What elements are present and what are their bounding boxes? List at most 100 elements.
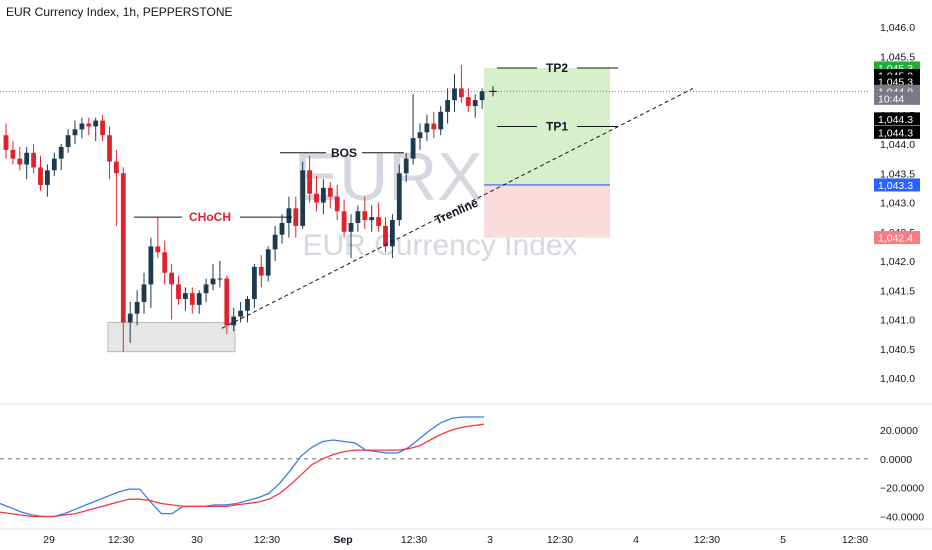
candle[interactable] [238,301,243,323]
candle[interactable] [472,94,478,118]
candle[interactable] [217,261,223,288]
candle[interactable] [127,301,133,343]
candle-body [114,161,119,174]
candle[interactable] [452,73,457,112]
time-tick-label: 12:30 [108,534,134,546]
candle[interactable] [424,114,430,142]
candle-body [224,278,230,326]
candle[interactable] [155,217,161,259]
candle[interactable] [176,275,181,305]
candle[interactable] [445,88,450,124]
time-tick-label: 12:30 [842,534,868,546]
candle[interactable] [376,202,381,232]
candle[interactable] [459,65,464,104]
price-tag: 10:44 [874,91,920,105]
candle[interactable] [355,205,361,232]
candle[interactable] [465,88,471,112]
time-tick-label: 5 [780,534,786,546]
price-tick-label: 1,040.5 [880,344,915,356]
oscillator-pane[interactable]: 20.0000 0.0000 −20.0000 −40.0000 [0,416,924,523]
candle[interactable] [369,205,375,232]
candle[interactable] [321,179,326,215]
candle[interactable] [279,214,285,244]
candle-body [93,120,99,127]
candle[interactable] [31,144,36,174]
candle-body [341,211,347,232]
candle[interactable] [224,275,230,335]
candle[interactable] [79,117,85,139]
candle[interactable] [3,123,9,159]
candle[interactable] [65,129,71,153]
candle[interactable] [383,217,388,253]
candle[interactable] [265,246,271,282]
candle[interactable] [272,225,278,261]
candle-body [334,196,340,212]
price-tag: 1,043.3 [874,178,920,192]
candle[interactable] [10,141,16,165]
candle[interactable] [196,290,202,314]
candle[interactable] [38,155,43,191]
candle-body [189,293,195,305]
candle[interactable] [183,287,188,311]
candle[interactable] [24,146,30,180]
candle[interactable] [348,214,354,259]
candle[interactable] [45,164,50,197]
candle[interactable] [203,278,209,302]
candle[interactable] [148,237,154,308]
candle-body [72,129,78,136]
candle-body [410,138,416,159]
candle[interactable] [314,176,319,212]
candle[interactable] [252,263,257,308]
candle-body [210,278,216,285]
candle[interactable] [307,155,312,203]
candle[interactable] [162,240,168,285]
candle[interactable] [258,255,264,288]
price-tag-label: 10:44 [878,93,904,105]
candle-body [459,88,464,98]
candle-body [169,272,174,285]
time-axis[interactable]: 29 12:30 30 12:30 Sep 12:30 3 12:30 4 12:30 5 12:30 [43,534,868,546]
candle-body [79,123,85,130]
candle[interactable] [141,272,147,314]
candle[interactable] [51,152,57,177]
candle[interactable] [479,88,485,109]
candle-body [376,217,381,226]
candle[interactable] [72,120,78,144]
candle[interactable] [120,167,126,352]
candle-body [355,211,361,223]
candle[interactable] [417,123,423,150]
candle-body [238,310,243,317]
candle[interactable] [58,144,64,171]
candle[interactable] [93,117,99,142]
candle[interactable] [169,263,174,320]
candle[interactable] [293,196,299,238]
oscillator-series-line[interactable] [0,416,484,518]
candle[interactable] [134,290,140,326]
candle[interactable] [245,296,250,323]
candle[interactable] [403,152,409,183]
candle[interactable] [438,105,444,136]
candle[interactable] [231,307,237,332]
candle[interactable] [410,94,416,165]
candle[interactable] [100,114,105,142]
candle[interactable] [327,182,333,209]
candles-layer[interactable] [3,65,485,352]
candle[interactable] [107,126,112,180]
candle[interactable] [362,196,368,229]
candle[interactable] [17,146,23,171]
price-tag: 1,042.4 [874,231,920,245]
candle[interactable] [334,184,340,221]
candle[interactable] [114,149,119,226]
candle[interactable] [341,199,347,238]
candle[interactable] [210,263,216,291]
oscillator-series-line[interactable] [0,423,485,518]
tp1-label: TP1 [546,119,568,133]
price-axis[interactable]: 1,046.01,045.51,045.01,044.51,044.01,043… [874,22,920,385]
candle[interactable] [300,161,306,229]
candle[interactable] [189,287,195,314]
candle[interactable] [431,111,437,139]
candle[interactable] [86,117,92,136]
candle[interactable] [390,214,395,259]
candle[interactable] [396,164,402,226]
